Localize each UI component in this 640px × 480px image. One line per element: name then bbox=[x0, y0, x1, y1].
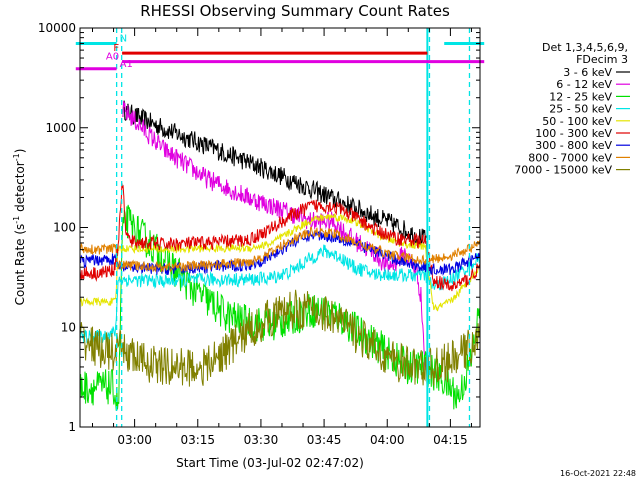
y-tick-label-3: 1000 bbox=[45, 121, 76, 135]
tick-layer: 03:00 03:15 03:30 03:45 04:00 04:15 1 10 100 1000… bbox=[38, 21, 480, 447]
flag-label-3: A1 bbox=[120, 59, 133, 70]
flag-label-1: F bbox=[113, 43, 119, 54]
legend-label-5: 100 - 300 keV bbox=[535, 127, 612, 140]
legend-label-1: 6 - 12 keV bbox=[556, 78, 612, 91]
x-tick-label-0: 03:00 bbox=[117, 433, 152, 447]
series-8-line bbox=[79, 289, 481, 387]
legend-label-0: 3 - 6 keV bbox=[563, 66, 612, 79]
legend-label-7: 800 - 7000 keV bbox=[528, 151, 612, 164]
series-1-line bbox=[122, 101, 426, 371]
y-tick-label-4: 10000 bbox=[38, 21, 76, 35]
x-tick-label-3: 03:45 bbox=[307, 433, 342, 447]
y-axis-label: Count Rate (s-1 detector-1) bbox=[12, 149, 27, 306]
series-5-line bbox=[79, 183, 481, 292]
x-tick-label-1: 03:15 bbox=[180, 433, 215, 447]
x-tick-label-5: 04:15 bbox=[433, 433, 468, 447]
legend-label-4: 50 - 100 keV bbox=[542, 115, 612, 128]
legend-header-line-1: Det 1,3,4,5,6,9, bbox=[542, 41, 628, 54]
legend-label-3: 25 - 50 keV bbox=[549, 103, 612, 116]
legend-label-2: 12 - 25 keV bbox=[549, 90, 612, 103]
series-layer bbox=[79, 100, 481, 411]
flag-label-2: A0 bbox=[106, 52, 119, 63]
x-axis-label: Start Time (03-Jul-02 02:47:02) bbox=[176, 456, 364, 470]
y-tick-label-2: 100 bbox=[53, 221, 76, 235]
series-4-line bbox=[79, 213, 481, 312]
x-tick-label-4: 04:00 bbox=[370, 433, 405, 447]
series-7-line bbox=[79, 226, 481, 273]
flag-label-0: N bbox=[120, 33, 127, 44]
render-timestamp: 16-Oct-2021 22:48 bbox=[560, 469, 636, 478]
legend-label-8: 7000 - 15000 keV bbox=[514, 164, 612, 177]
y-tick-label-0: 1 bbox=[68, 420, 76, 434]
legend-header-line-2: FDecim 3 bbox=[576, 53, 628, 66]
x-tick-label-2: 03:30 bbox=[244, 433, 279, 447]
chart-title: RHESSI Observing Summary Count Rates bbox=[140, 2, 450, 20]
series-3-line bbox=[79, 244, 481, 345]
legend-label-6: 300 - 800 keV bbox=[535, 139, 612, 152]
y-tick-label-1: 10 bbox=[61, 320, 76, 334]
